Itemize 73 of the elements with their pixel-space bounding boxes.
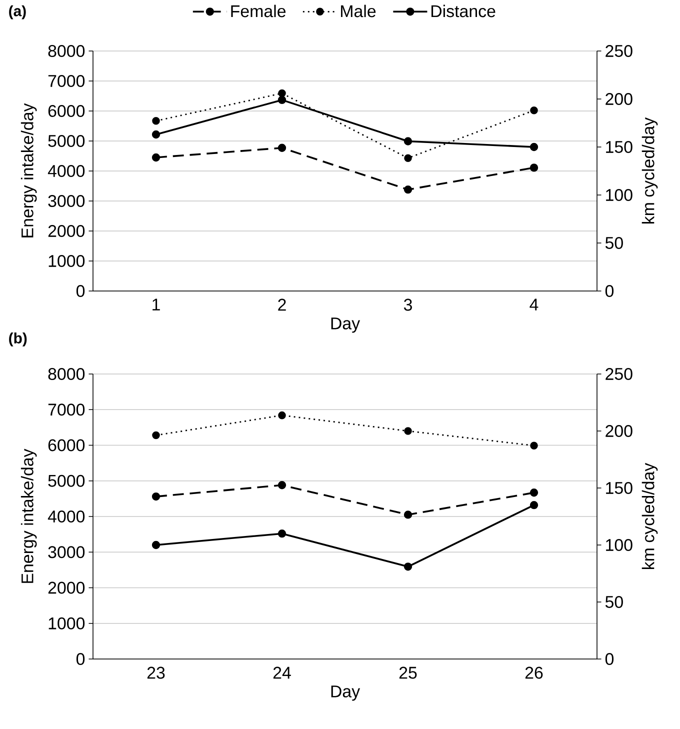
- chart-title: (b): [9, 332, 27, 346]
- y2-axis-title: km cycled/day: [642, 462, 658, 569]
- point: [530, 501, 538, 510]
- y-tick-label: 3000: [48, 546, 85, 558]
- point: [278, 411, 286, 420]
- y-tick-label: 0: [76, 284, 85, 297]
- y-tick-label: 8000: [48, 45, 85, 57]
- point: [278, 89, 286, 98]
- point: [152, 130, 160, 139]
- x-tick-label: 1: [152, 298, 160, 310]
- x-tick-label: 3: [404, 298, 412, 311]
- y-tick-label: 7000: [48, 404, 85, 416]
- y-tick-label: 8000: [48, 368, 85, 380]
- y-tick-label: 3000: [48, 194, 85, 207]
- y2-tick-label: 100: [606, 188, 632, 201]
- point: [278, 481, 286, 490]
- y2-tick-label: 50: [605, 596, 623, 608]
- y2-tick-label: 100: [606, 538, 632, 551]
- x-axis-title: Day: [331, 318, 360, 333]
- point: [530, 488, 538, 497]
- point: [530, 142, 538, 152]
- x-tick-label: 26: [525, 666, 543, 679]
- point: [152, 540, 160, 550]
- y2-axis-title: km cycled/day: [642, 117, 658, 224]
- y-axis-title: Energy intake/day: [20, 103, 37, 238]
- point: [278, 530, 286, 538]
- y-tick-label: 1000: [48, 254, 85, 267]
- y-tick-label: 4000: [48, 164, 85, 177]
- x-tick-label: 2: [278, 298, 286, 311]
- x-tick-label: 25: [399, 666, 417, 679]
- y2-tick-label: 50: [605, 236, 623, 249]
- y2-tick-label: 200: [606, 92, 632, 105]
- point: [404, 154, 412, 162]
- y2-tick-label: 150: [606, 140, 632, 153]
- point: [278, 96, 286, 104]
- chart-title: (a): [9, 5, 26, 20]
- y2-tick-label: 150: [606, 482, 632, 494]
- x-tick-label: 4: [530, 298, 538, 310]
- y-tick-label: 0: [76, 652, 85, 665]
- point: [404, 562, 412, 571]
- point: [404, 186, 412, 194]
- y-tick-label: 5000: [48, 474, 85, 487]
- y-tick-label: 4000: [48, 510, 85, 522]
- y2-tick-label: 250: [606, 368, 632, 380]
- point: [278, 144, 286, 152]
- point: [404, 510, 412, 519]
- legend-label: Female: [231, 4, 286, 18]
- point: [152, 431, 160, 440]
- point: [152, 153, 160, 162]
- point: [530, 164, 538, 172]
- point: [404, 137, 412, 146]
- y2-tick-label: 250: [606, 44, 632, 57]
- legend-label: Male: [341, 4, 376, 18]
- y-tick-label: 1000: [48, 617, 85, 630]
- y-axis-title: Energy intake/day: [20, 448, 37, 583]
- point: [152, 492, 160, 501]
- y-tick-label: 6000: [48, 439, 85, 452]
- point: [152, 117, 160, 125]
- point: [404, 427, 412, 435]
- x-axis-title: Day: [331, 686, 360, 701]
- x-tick-label: 24: [273, 666, 291, 679]
- y2-tick-label: 0: [605, 284, 614, 297]
- y-tick-label: 2000: [48, 582, 85, 594]
- point: [530, 106, 538, 114]
- x-tick-label: 23: [147, 666, 165, 679]
- y2-tick-label: 0: [605, 652, 614, 665]
- y-tick-label: 7000: [48, 74, 85, 87]
- legend-label: Distance: [431, 4, 496, 18]
- y-tick-label: 6000: [48, 104, 85, 117]
- y-tick-label: 2000: [48, 224, 85, 237]
- y-tick-label: 5000: [48, 134, 85, 147]
- point: [530, 442, 538, 450]
- y2-tick-label: 200: [606, 424, 632, 437]
